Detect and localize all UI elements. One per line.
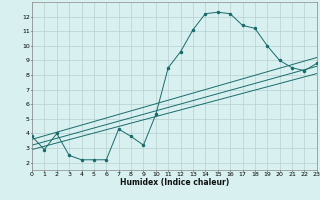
X-axis label: Humidex (Indice chaleur): Humidex (Indice chaleur) xyxy=(120,178,229,187)
